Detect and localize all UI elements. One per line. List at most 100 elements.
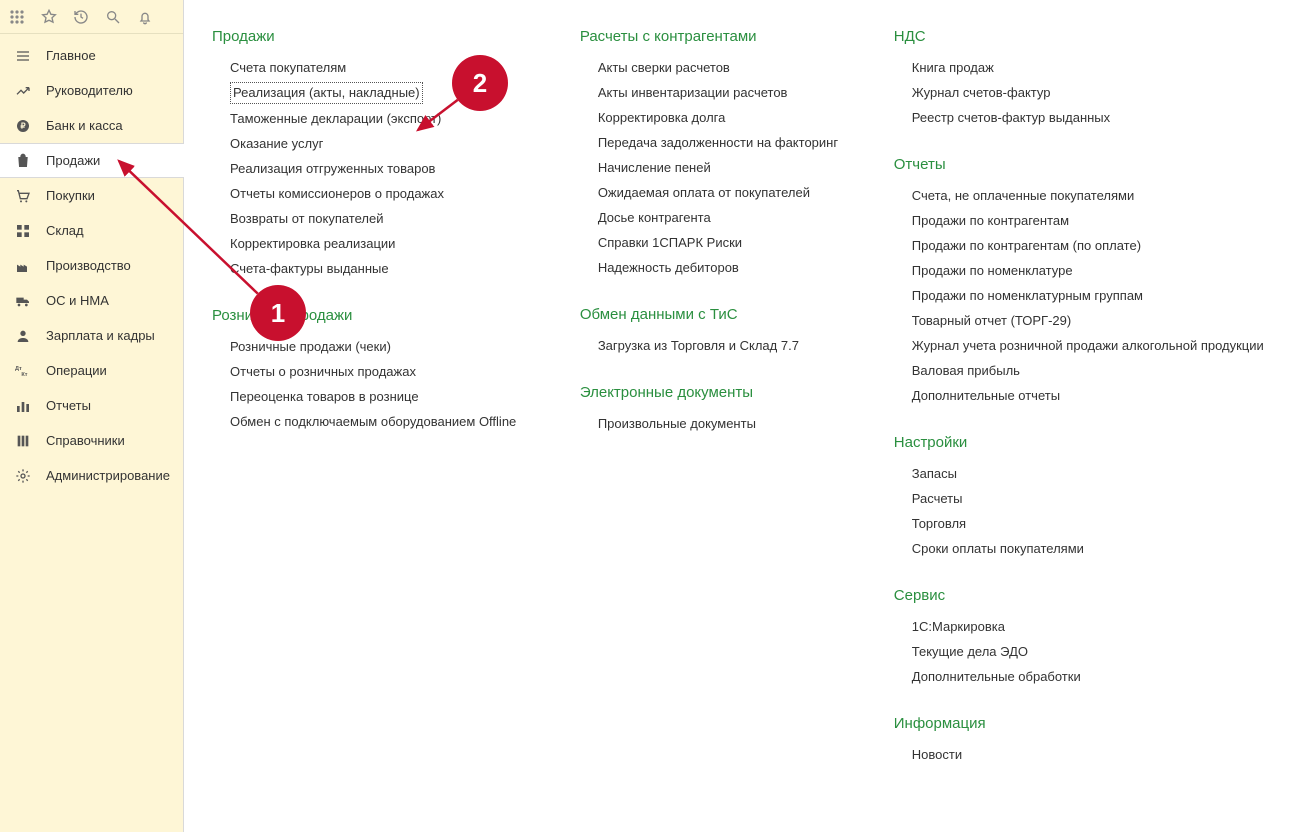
- menu-link[interactable]: Товарный отчет (ТОРГ-29): [912, 308, 1071, 333]
- menu-link[interactable]: Счета, не оплаченные покупателями: [912, 183, 1134, 208]
- menu-link[interactable]: Новости: [912, 742, 962, 767]
- nav-item-7[interactable]: ОС и НМА: [0, 283, 183, 318]
- menu-link[interactable]: Дополнительные обработки: [912, 664, 1081, 689]
- nav-item-3[interactable]: Продажи: [0, 143, 184, 178]
- cart-icon: [14, 187, 32, 205]
- menu-link[interactable]: Торговля: [912, 511, 966, 536]
- section-title[interactable]: НДС: [894, 28, 1305, 45]
- nav-item-1[interactable]: Руководителю: [0, 73, 183, 108]
- callout-1: 1: [250, 285, 306, 341]
- menu-link[interactable]: Оказание услуг: [230, 131, 323, 156]
- dtkt-icon: ДтКт: [14, 362, 32, 380]
- menu-link[interactable]: Продажи по контрагентам (по оплате): [912, 233, 1141, 258]
- section: Электронные документы Произвольные докуме…: [580, 384, 864, 436]
- menu-link[interactable]: Произвольные документы: [598, 411, 756, 436]
- menu-link[interactable]: Реализация (акты, накладные): [230, 82, 423, 104]
- section-title[interactable]: Обмен данными с ТиС: [580, 306, 864, 323]
- item-list: Книга продажЖурнал счетов-фактурРеестр с…: [894, 55, 1305, 130]
- sidebar: ГлавноеРуководителю ₽ Банк и касса Продажи П…: [0, 0, 184, 832]
- menu-link[interactable]: Возвраты от покупателей: [230, 206, 384, 231]
- menu-link[interactable]: Отчеты комиссионеров о продажах: [230, 181, 444, 206]
- nav-item-4[interactable]: Покупки: [0, 178, 183, 213]
- column-1: Расчеты с контрагентами Акты сверки расче…: [580, 28, 864, 462]
- menu-link[interactable]: Сроки оплаты покупателями: [912, 536, 1084, 561]
- bell-icon[interactable]: [136, 8, 154, 26]
- menu-link[interactable]: Передача задолженности на факторинг: [598, 130, 838, 155]
- item-list: ЗапасыРасчетыТорговляСроки оплаты покупа…: [894, 461, 1305, 561]
- nav-label: Банк и касса: [46, 118, 173, 133]
- nav-item-9[interactable]: ДтКтОперации: [0, 353, 183, 388]
- menu-link[interactable]: 1С:Маркировка: [912, 614, 1005, 639]
- bars-icon: [14, 397, 32, 415]
- nav-item-8[interactable]: Зарплата и кадры: [0, 318, 183, 353]
- menu-link[interactable]: Таможенные декларации (экспорт): [230, 106, 441, 131]
- menu-link[interactable]: Валовая прибыль: [912, 358, 1020, 383]
- search-icon[interactable]: [104, 8, 122, 26]
- menu-link[interactable]: Розничные продажи (чеки): [230, 334, 391, 359]
- star-icon[interactable]: [40, 8, 58, 26]
- section-title[interactable]: Продажи: [212, 28, 550, 45]
- section-title[interactable]: Информация: [894, 715, 1305, 732]
- menu-link[interactable]: Надежность дебиторов: [598, 255, 739, 280]
- menu-link[interactable]: Дополнительные отчеты: [912, 383, 1060, 408]
- nav: ГлавноеРуководителю ₽ Банк и касса Продажи П…: [0, 34, 183, 493]
- nav-item-0[interactable]: Главное: [0, 38, 183, 73]
- section-title[interactable]: Сервис: [894, 587, 1305, 604]
- person-icon: [14, 327, 32, 345]
- bag-icon: [14, 152, 32, 170]
- svg-text:₽: ₽: [20, 121, 25, 130]
- menu-link[interactable]: Продажи по номенклатурным группам: [912, 283, 1143, 308]
- main-panel: Продажи Счета покупателямРеализация (акты…: [184, 0, 1315, 832]
- menu-link[interactable]: Начисление пеней: [598, 155, 711, 180]
- nav-item-2[interactable]: ₽ Банк и касса: [0, 108, 183, 143]
- callout-2: 2: [452, 55, 508, 111]
- menu-link[interactable]: Корректировка долга: [598, 105, 726, 130]
- menu-link[interactable]: Журнал учета розничной продажи алкогольн…: [912, 333, 1264, 358]
- nav-item-11[interactable]: Справочники: [0, 423, 183, 458]
- menu-link[interactable]: Загрузка из Торговля и Склад 7.7: [598, 333, 799, 358]
- section-title[interactable]: Расчеты с контрагентами: [580, 28, 864, 45]
- menu-link[interactable]: Реализация отгруженных товаров: [230, 156, 435, 181]
- section-title[interactable]: Отчеты: [894, 156, 1305, 173]
- menu-link[interactable]: Счета-фактуры выданные: [230, 256, 389, 281]
- nav-item-6[interactable]: Производство: [0, 248, 183, 283]
- menu-link[interactable]: Продажи по номенклатуре: [912, 258, 1073, 283]
- menu-link[interactable]: Акты сверки расчетов: [598, 55, 730, 80]
- nav-label: Зарплата и кадры: [46, 328, 173, 343]
- menu-link[interactable]: Текущие дела ЭДО: [912, 639, 1028, 664]
- section: Сервис 1С:МаркировкаТекущие дела ЭДОДопол…: [894, 587, 1305, 689]
- menu-link[interactable]: Переоценка товаров в рознице: [230, 384, 419, 409]
- menu-link[interactable]: Реестр счетов-фактур выданных: [912, 105, 1110, 130]
- menu-link[interactable]: Книга продаж: [912, 55, 994, 80]
- menu-link[interactable]: Отчеты о розничных продажах: [230, 359, 416, 384]
- apps-icon[interactable]: [8, 8, 26, 26]
- menu-link[interactable]: Журнал счетов-фактур: [912, 80, 1051, 105]
- item-list: Новости: [894, 742, 1305, 767]
- nav-label: ОС и НМА: [46, 293, 173, 308]
- menu-link[interactable]: Запасы: [912, 461, 957, 486]
- toolbar: [0, 0, 183, 34]
- menu-link[interactable]: Расчеты: [912, 486, 963, 511]
- section: ОтчетыСчета, не оплаченные покупателямиП…: [894, 156, 1305, 408]
- nav-label: Покупки: [46, 188, 173, 203]
- menu-link[interactable]: Справки 1СПАРК Риски: [598, 230, 742, 255]
- section-title[interactable]: Настройки: [894, 434, 1305, 451]
- menu-link[interactable]: Обмен с подключаемым оборудованием Offli…: [230, 409, 516, 434]
- menu-link[interactable]: Продажи по контрагентам: [912, 208, 1069, 233]
- section: НДС Книга продажЖурнал счетов-фактурРеест…: [894, 28, 1305, 130]
- nav-item-5[interactable]: Склад: [0, 213, 183, 248]
- item-list: Розничные продажи (чеки)Отчеты о розничн…: [212, 334, 550, 434]
- menu-link[interactable]: Счета покупателям: [230, 55, 346, 80]
- menu-link[interactable]: Корректировка реализации: [230, 231, 395, 256]
- menu-link[interactable]: Ожидаемая оплата от покупателей: [598, 180, 810, 205]
- menu-link[interactable]: Акты инвентаризации расчетов: [598, 80, 788, 105]
- factory-icon: [14, 257, 32, 275]
- svg-text:Кт: Кт: [21, 371, 27, 377]
- nav-item-10[interactable]: Отчеты: [0, 388, 183, 423]
- nav-item-12[interactable]: Администрирование: [0, 458, 183, 493]
- nav-label: Продажи: [46, 153, 174, 168]
- history-icon[interactable]: [72, 8, 90, 26]
- menu-link[interactable]: Досье контрагента: [598, 205, 711, 230]
- section: Расчеты с контрагентами Акты сверки расче…: [580, 28, 864, 280]
- section-title[interactable]: Электронные документы: [580, 384, 864, 401]
